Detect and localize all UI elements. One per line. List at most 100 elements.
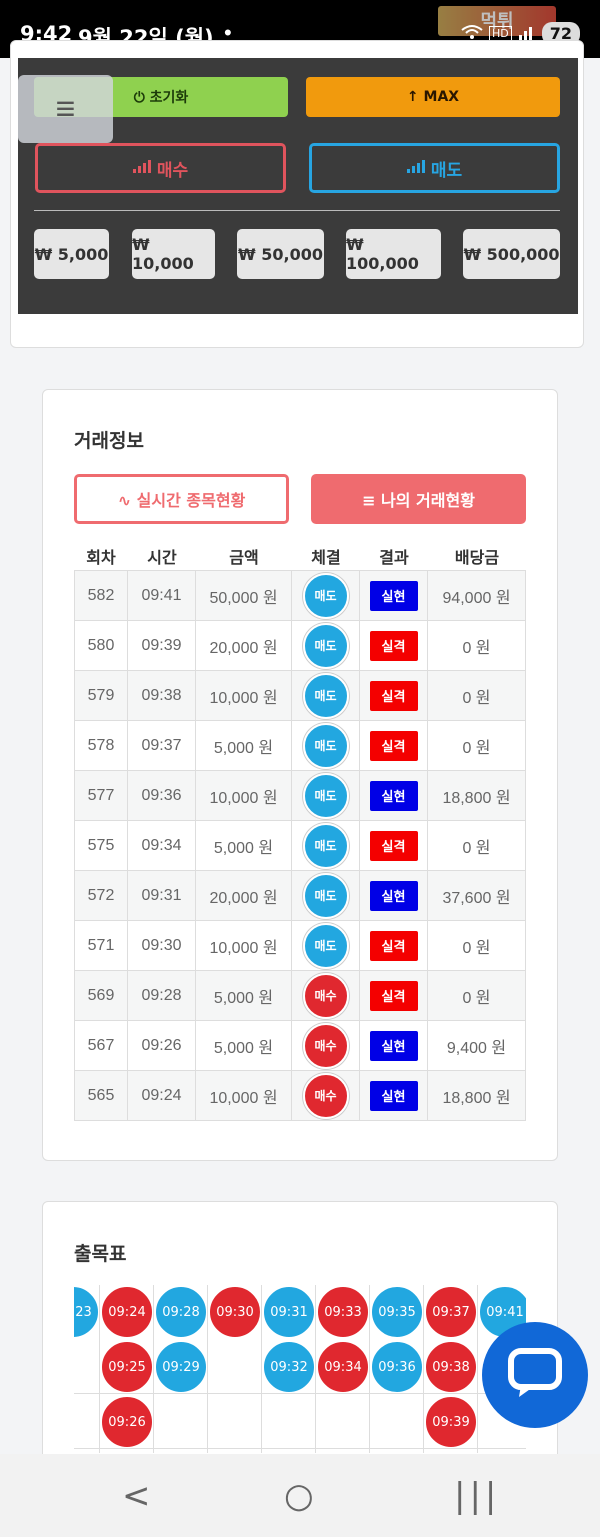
chat-bubble-icon [507, 1347, 563, 1404]
cell-payout: 0 원 [428, 721, 526, 770]
back-icon[interactable]: < [122, 1476, 151, 1516]
result-badge: 실격 [369, 680, 418, 711]
outcome-dot: 09:25 [101, 1341, 153, 1393]
table-row: 569 09:28 5,000 원 매수 실격 0 원 [74, 971, 526, 1021]
header-payout: 배당금 [454, 548, 500, 567]
cell-payout: 0 원 [428, 821, 526, 870]
amount-100000-button[interactable]: ₩ 100,000 [346, 229, 441, 279]
cell-payout: 0 원 [428, 971, 526, 1020]
cell-time: 09:37 [128, 721, 196, 770]
table-row: 578 09:37 5,000 원 매도 실격 0 원 [74, 721, 526, 771]
cell-amount: 5,000 원 [196, 1021, 292, 1070]
cell-trade: 매도 [292, 821, 360, 870]
buy-button[interactable]: 매수 [35, 143, 286, 193]
table-row: 577 09:36 10,000 원 매도 실현 18,800 원 [74, 771, 526, 821]
cell-round: 577 [74, 771, 128, 820]
outcome-dot: 09:37 [425, 1286, 477, 1338]
outcome-dot: 09:29 [155, 1341, 207, 1393]
result-badge: 실현 [369, 1080, 418, 1111]
cell-time: 09:38 [128, 671, 196, 720]
cell-result: 실현 [360, 571, 428, 620]
cell-amount: 20,000 원 [196, 871, 292, 920]
header-result: 결과 [379, 548, 409, 567]
cell-result: 실격 [360, 621, 428, 670]
divider [34, 210, 560, 211]
cell-amount: 10,000 원 [196, 671, 292, 720]
trade-type-badge: 매수 [302, 1022, 349, 1069]
tab-live-status[interactable]: ∿ 실시간 종목현황 [74, 474, 289, 524]
cell-time: 09:39 [128, 621, 196, 670]
amount-5000-button[interactable]: ₩ 5,000 [34, 229, 109, 279]
header-round: 회차 [86, 548, 116, 567]
outcome-dot: 09:33 [317, 1286, 369, 1338]
table-header: 회차 시간 금액 체결 결과 배당금 [74, 544, 526, 570]
cell-round: 579 [74, 671, 128, 720]
cell-trade: 매도 [292, 721, 360, 770]
bar-chart-icon [406, 158, 425, 178]
cell-time: 09:34 [128, 821, 196, 870]
amount-50000-button[interactable]: ₩ 50,000 [237, 229, 324, 279]
home-icon[interactable]: ○ [284, 1476, 314, 1516]
cell-result: 실격 [360, 721, 428, 770]
sell-button[interactable]: 매도 [309, 143, 560, 193]
table-row: 575 09:34 5,000 원 매도 실격 0 원 [74, 821, 526, 871]
sell-label: 매도 [430, 160, 463, 181]
outcome-dot: 09:36 [371, 1341, 423, 1393]
trade-type-badge: 매도 [302, 822, 349, 869]
outcome-dot: 09:30 [209, 1286, 261, 1338]
outcome-dot: 09:24 [101, 1286, 153, 1338]
grid-column [316, 1285, 370, 1453]
outcome-dot: 09:35 [371, 1286, 423, 1338]
table-row: 572 09:31 20,000 원 매도 실현 37,600 원 [74, 871, 526, 921]
trade-type-badge: 매도 [302, 572, 349, 619]
result-badge: 실격 [369, 830, 418, 861]
max-button[interactable]: ↑ MAX [306, 77, 560, 117]
cell-payout: 9,400 원 [428, 1021, 526, 1070]
grid-column [208, 1285, 262, 1453]
outcome-dot: 09:28 [155, 1286, 207, 1338]
cell-trade: 매도 [292, 621, 360, 670]
outcome-dot: 09:34 [317, 1341, 369, 1393]
trade-type-badge: 매수 [302, 972, 349, 1019]
cell-result: 실현 [360, 1021, 428, 1070]
table-row: 580 09:39 20,000 원 매도 실격 0 원 [74, 621, 526, 671]
cell-payout: 94,000 원 [428, 571, 526, 620]
outcome-dot: 09:38 [425, 1341, 477, 1393]
header-time: 시간 [147, 548, 177, 567]
hamburger-menu-icon[interactable]: ≡ [18, 75, 113, 143]
cell-trade: 매도 [292, 671, 360, 720]
cell-result: 실격 [360, 921, 428, 970]
cell-trade: 매수 [292, 971, 360, 1020]
cell-round: 565 [74, 1071, 128, 1120]
header-trade: 체결 [311, 548, 341, 567]
grid-column [424, 1285, 478, 1453]
chat-button[interactable] [482, 1322, 588, 1428]
system-nav-bar: < ○ ||| [0, 1454, 600, 1537]
cell-amount: 20,000 원 [196, 621, 292, 670]
result-badge: 실격 [369, 630, 418, 661]
cell-amount: 5,000 원 [196, 721, 292, 770]
cell-amount: 10,000 원 [196, 1071, 292, 1120]
trade-type-badge: 매수 [302, 1072, 349, 1119]
recent-apps-icon[interactable]: ||| [454, 1476, 501, 1516]
trade-type-badge: 매도 [302, 672, 349, 719]
table-row: 582 09:41 50,000 원 매도 실현 94,000 원 [74, 571, 526, 621]
amount-500000-button[interactable]: ₩ 500,000 [463, 229, 560, 279]
cell-time: 09:30 [128, 921, 196, 970]
amount-10000-button[interactable]: ₩ 10,000 [132, 229, 215, 279]
signal-icon [518, 24, 536, 44]
status-dot: • [224, 20, 232, 45]
cell-round: 569 [74, 971, 128, 1020]
trade-table[interactable]: 582 09:41 50,000 원 매도 실현 94,000 원 580 09:39 20,0… [74, 570, 526, 1126]
grid-column [370, 1285, 424, 1453]
header-amount: 금액 [229, 548, 259, 567]
cell-time: 09:41 [128, 571, 196, 620]
cell-amount: 10,000 원 [196, 771, 292, 820]
grid-column [74, 1285, 100, 1453]
grid-line [74, 1448, 526, 1449]
result-badge: 실현 [369, 1030, 418, 1061]
cell-payout: 0 원 [428, 921, 526, 970]
grid-column [262, 1285, 316, 1453]
tab-my-trades[interactable]: ≡ 나의 거래현황 [311, 474, 526, 524]
status-icons: HD 72 [461, 22, 580, 45]
